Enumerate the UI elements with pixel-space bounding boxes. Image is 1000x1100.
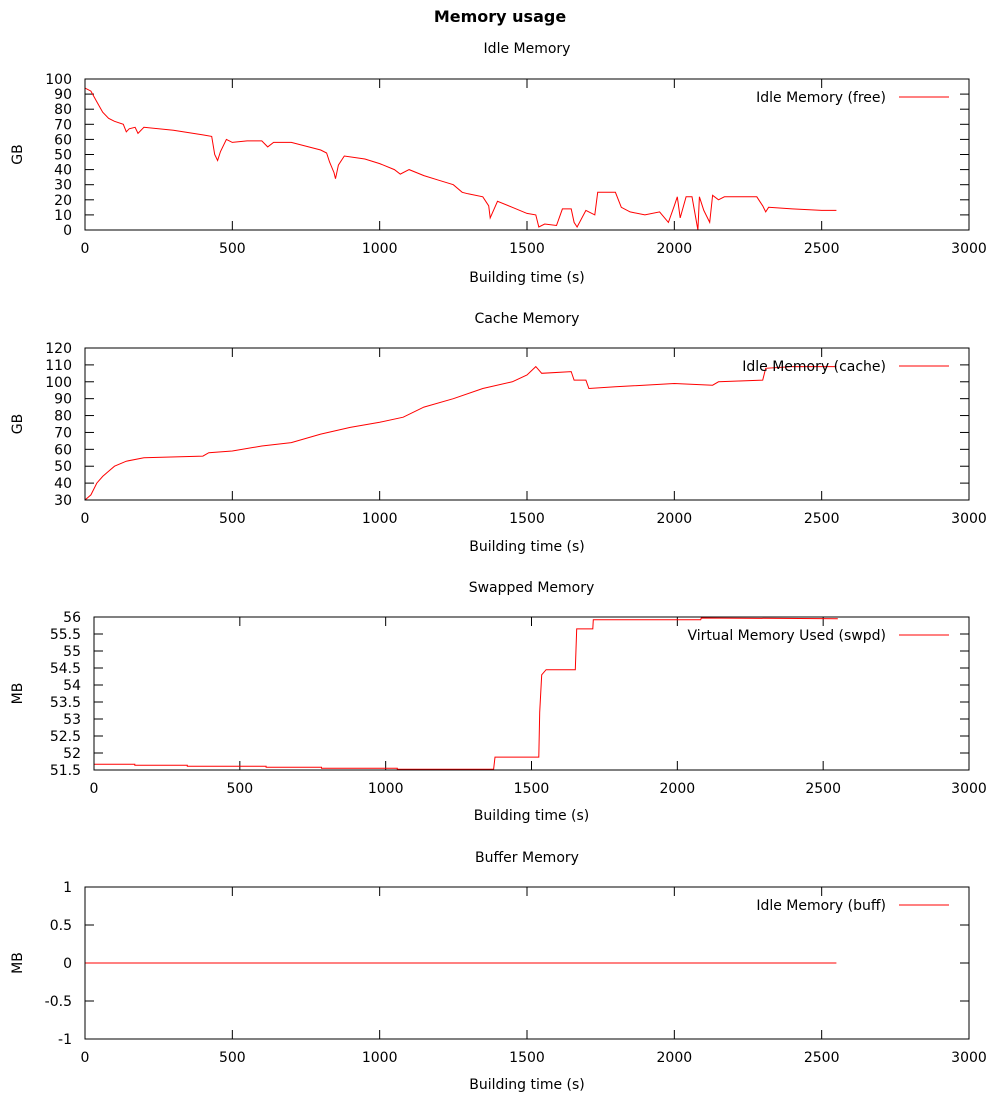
x-tick-label: 2000 xyxy=(660,781,696,797)
series-line-virtual-memory-used-swpd- xyxy=(94,617,838,770)
x-axis-label: Building time (s) xyxy=(469,539,585,555)
y-tick-label: 0.5 xyxy=(50,918,72,934)
y-tick-label: 60 xyxy=(54,132,72,148)
legend-label: Idle Memory (buff) xyxy=(756,898,886,914)
y-axis-label: GB xyxy=(10,144,26,164)
main-title: Memory usage xyxy=(434,7,566,26)
x-tick-label: 0 xyxy=(81,511,90,527)
x-tick-label: 2000 xyxy=(657,241,693,257)
y-tick-label: 80 xyxy=(54,409,72,425)
x-axis-label: Building time (s) xyxy=(469,1077,585,1093)
y-axis-label: MB xyxy=(10,683,26,705)
x-tick-label: 500 xyxy=(219,511,246,527)
x-tick-label: 0 xyxy=(90,781,99,797)
x-tick-label: 2500 xyxy=(805,781,841,797)
y-tick-label: 51.5 xyxy=(50,763,81,779)
y-tick-label: -1 xyxy=(58,1032,72,1048)
x-tick-label: 0 xyxy=(81,1050,90,1066)
y-tick-label: 60 xyxy=(54,442,72,458)
x-tick-label: 3000 xyxy=(951,1050,987,1066)
y-tick-label: 100 xyxy=(45,72,72,88)
y-tick-label: 0 xyxy=(63,956,72,972)
x-tick-label: 1000 xyxy=(362,241,398,257)
y-tick-label: 53.5 xyxy=(50,695,81,711)
y-tick-label: -0.5 xyxy=(45,994,72,1010)
x-tick-label: 3000 xyxy=(951,781,987,797)
y-tick-label: 54 xyxy=(63,678,81,694)
y-tick-label: 55 xyxy=(63,644,81,660)
y-tick-label: 56 xyxy=(63,610,81,626)
x-tick-label: 1500 xyxy=(509,241,545,257)
y-tick-label: 52 xyxy=(63,746,81,762)
y-tick-label: 70 xyxy=(54,117,72,133)
y-tick-label: 10 xyxy=(54,208,72,224)
subplot-title: Cache Memory xyxy=(475,311,580,327)
y-tick-label: 100 xyxy=(45,375,72,391)
series-line-idle-memory-free- xyxy=(84,87,837,231)
x-tick-label: 1000 xyxy=(362,1050,398,1066)
subplot-title: Idle Memory xyxy=(484,41,571,57)
legend-label: Idle Memory (free) xyxy=(756,90,886,106)
x-tick-label: 2000 xyxy=(657,1050,693,1066)
y-tick-label: 52.5 xyxy=(50,729,81,745)
y-tick-label: 40 xyxy=(54,476,72,492)
plot-frame xyxy=(84,886,970,1040)
x-tick-label: 2500 xyxy=(804,1050,840,1066)
subplot-title: Swapped Memory xyxy=(469,580,595,596)
x-tick-label: 1500 xyxy=(509,1050,545,1066)
y-tick-label: 50 xyxy=(54,148,72,164)
y-tick-label: 55.5 xyxy=(50,627,81,643)
x-tick-label: 2500 xyxy=(804,511,840,527)
subplot-title: Buffer Memory xyxy=(475,850,579,866)
y-tick-label: 40 xyxy=(54,163,72,179)
x-tick-label: 500 xyxy=(219,241,246,257)
x-tick-label: 1500 xyxy=(509,511,545,527)
plot-frame xyxy=(93,616,970,771)
x-tick-label: 3000 xyxy=(951,511,987,527)
x-tick-label: 1000 xyxy=(368,781,404,797)
legend-label: Idle Memory (cache) xyxy=(742,359,886,375)
y-tick-label: 120 xyxy=(45,341,72,357)
x-tick-label: 0 xyxy=(81,241,90,257)
y-tick-label: 53 xyxy=(63,712,81,728)
x-tick-label: 2000 xyxy=(657,511,693,527)
series-line-idle-memory-cache- xyxy=(84,365,837,501)
y-tick-label: 1 xyxy=(63,880,72,896)
plot-frame xyxy=(84,78,970,231)
y-tick-label: 110 xyxy=(45,358,72,374)
y-tick-label: 50 xyxy=(54,459,72,475)
y-tick-label: 90 xyxy=(54,392,72,408)
y-tick-label: 20 xyxy=(54,193,72,209)
x-tick-label: 1500 xyxy=(514,781,550,797)
plot-frame xyxy=(84,347,970,501)
x-tick-label: 500 xyxy=(219,1050,246,1066)
x-tick-label: 500 xyxy=(226,781,253,797)
x-tick-label: 2500 xyxy=(804,241,840,257)
y-axis-label: MB xyxy=(10,952,26,974)
x-tick-label: 3000 xyxy=(951,241,987,257)
x-tick-label: 1000 xyxy=(362,511,398,527)
y-tick-label: 54.5 xyxy=(50,661,81,677)
x-axis-label: Building time (s) xyxy=(469,270,585,286)
legend-label: Virtual Memory Used (swpd) xyxy=(687,628,886,644)
y-tick-label: 0 xyxy=(63,223,72,239)
y-tick-label: 30 xyxy=(54,178,72,194)
y-tick-label: 80 xyxy=(54,102,72,118)
y-tick-label: 90 xyxy=(54,87,72,103)
x-axis-label: Building time (s) xyxy=(474,808,590,824)
y-tick-label: 70 xyxy=(54,425,72,441)
y-axis-label: GB xyxy=(10,414,26,434)
y-tick-label: 30 xyxy=(54,493,72,509)
